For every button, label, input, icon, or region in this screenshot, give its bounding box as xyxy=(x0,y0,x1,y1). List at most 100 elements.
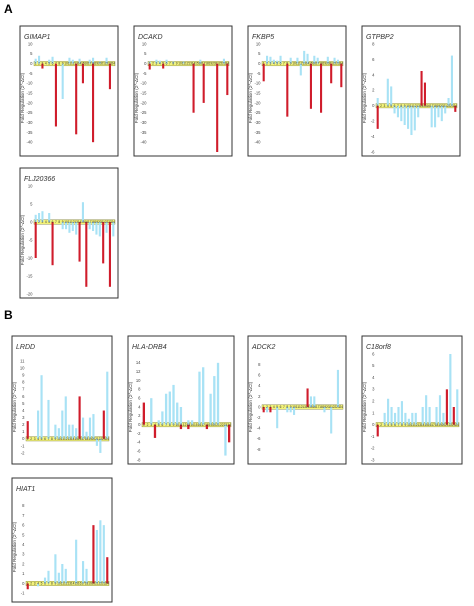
bar-sample-4 xyxy=(272,59,275,64)
bar-sample-18 xyxy=(435,407,438,425)
bar-sample-7 xyxy=(164,393,168,425)
bar-sample-21 xyxy=(102,222,105,264)
y-tick-label: 3 xyxy=(22,552,25,557)
x-tick-label: 14 xyxy=(78,220,82,224)
y-tick-label: -5 xyxy=(29,237,33,242)
x-tick-label: 22 xyxy=(99,582,103,586)
x-tick-label: 19 xyxy=(209,423,213,427)
bar-sample-10 xyxy=(57,572,60,584)
x-tick-label: 7 xyxy=(55,220,57,224)
x-tick-label: 12 xyxy=(183,423,187,427)
x-tick-label: 5 xyxy=(48,62,50,66)
x-tick-label: 7 xyxy=(283,62,285,66)
bar-sample-11 xyxy=(411,412,414,425)
x-tick-label: 23 xyxy=(450,104,454,108)
x-tick-label: 6 xyxy=(44,437,46,441)
x-tick-label: 4 xyxy=(387,104,389,108)
y-tick-label: 8 xyxy=(22,503,25,508)
bar-sample-11 xyxy=(68,57,71,64)
x-tick-label: 1 xyxy=(27,437,29,441)
y-tick-label: 8 xyxy=(258,362,261,367)
y-tick-label: -8 xyxy=(257,447,261,452)
bar-sample-3 xyxy=(41,211,44,222)
y-axis-label: Fold Regulation (2^-ΔCt) xyxy=(362,381,367,432)
x-tick-label: 21 xyxy=(101,62,105,66)
bar-sample-14 xyxy=(306,388,309,407)
bar-sample-7 xyxy=(396,105,399,118)
x-tick-label: 8 xyxy=(169,423,171,427)
y-axis-label: Fold Regulation (2^-ΔCt) xyxy=(20,72,25,123)
y-tick-label: -15 xyxy=(140,90,147,95)
bar-sample-16 xyxy=(78,396,81,439)
x-tick-label: 3 xyxy=(34,437,36,441)
bar-sample-9 xyxy=(404,412,407,425)
x-tick-label: 13 xyxy=(187,423,191,427)
bar-sample-5 xyxy=(40,375,43,439)
x-tick-label: 14 xyxy=(71,582,75,586)
bar-sample-3 xyxy=(269,56,272,64)
y-tick-label: -6 xyxy=(371,149,375,154)
y-tick-label: -5 xyxy=(257,71,261,76)
y-tick-label: -2 xyxy=(371,446,375,451)
x-tick-label: 24 xyxy=(112,62,116,66)
y-tick-label: 3 xyxy=(22,415,25,420)
x-tick-label: 20 xyxy=(212,62,216,66)
x-tick-label: 16 xyxy=(78,437,82,441)
bar-sample-20 xyxy=(92,414,95,439)
y-tick-label: 10 xyxy=(28,41,33,46)
y-tick-label: 1 xyxy=(22,571,25,576)
x-tick-label: 7 xyxy=(48,582,50,586)
bar-sample-11 xyxy=(179,407,183,425)
bar-sample-23 xyxy=(222,58,225,64)
x-tick-label: 19 xyxy=(88,582,92,586)
zero-band xyxy=(375,103,458,109)
y-tick-label: 8 xyxy=(138,387,141,392)
bar-sample-21 xyxy=(216,63,219,152)
x-tick-label: 2 xyxy=(38,62,40,66)
chart-frame xyxy=(133,25,233,157)
x-tick-label: 14 xyxy=(192,62,196,66)
x-tick-label: 7 xyxy=(165,423,167,427)
y-tick-label: 1 xyxy=(22,429,25,434)
bar-sample-21 xyxy=(444,105,447,114)
bar-sample-15 xyxy=(81,202,84,222)
bar-sample-22 xyxy=(449,354,452,425)
y-tick-label: 10 xyxy=(256,41,261,46)
x-tick-label: 19 xyxy=(209,62,213,66)
bar-sample-1 xyxy=(376,98,379,106)
y-tick-label: -1 xyxy=(21,591,25,596)
x-tick-label: 15 xyxy=(74,582,78,586)
x-tick-label: 5 xyxy=(48,220,50,224)
x-tick-label: 8 xyxy=(51,437,53,441)
x-tick-label: 4 xyxy=(273,405,275,409)
bar-sample-15 xyxy=(423,82,426,106)
bar-sample-15 xyxy=(81,63,84,84)
x-tick-label: 24 xyxy=(340,62,344,66)
y-tick-label: 5 xyxy=(30,51,33,56)
y-tick-label: -40 xyxy=(26,140,33,145)
x-tick-label: 9 xyxy=(405,423,407,427)
x-tick-label: 5 xyxy=(390,104,392,108)
bar-sample-9 xyxy=(289,57,292,64)
x-tick-label: 2 xyxy=(147,423,149,427)
x-tick-label: 6 xyxy=(44,582,46,586)
y-tick-label: 5 xyxy=(372,363,375,368)
x-tick-label: 18 xyxy=(433,104,437,108)
x-tick-label: 4 xyxy=(45,220,47,224)
x-tick-label: 12 xyxy=(299,405,303,409)
x-tick-label: 6 xyxy=(394,423,396,427)
x-tick-label: 18 xyxy=(205,62,209,66)
x-tick-label: 11 xyxy=(61,437,65,441)
x-tick-label: 10 xyxy=(407,423,411,427)
y-tick-label: 11 xyxy=(20,358,25,363)
x-tick-label: 10 xyxy=(178,62,182,66)
bar-sample-9 xyxy=(172,384,175,425)
bar-sample-7 xyxy=(47,399,50,439)
x-tick-label: 5 xyxy=(158,423,160,427)
x-tick-label: 3 xyxy=(384,104,386,108)
x-tick-label: 24 xyxy=(112,220,116,224)
y-tick-label: 4 xyxy=(372,375,375,380)
x-tick-label: 1 xyxy=(149,62,151,66)
x-tick-label: 13 xyxy=(188,62,192,66)
